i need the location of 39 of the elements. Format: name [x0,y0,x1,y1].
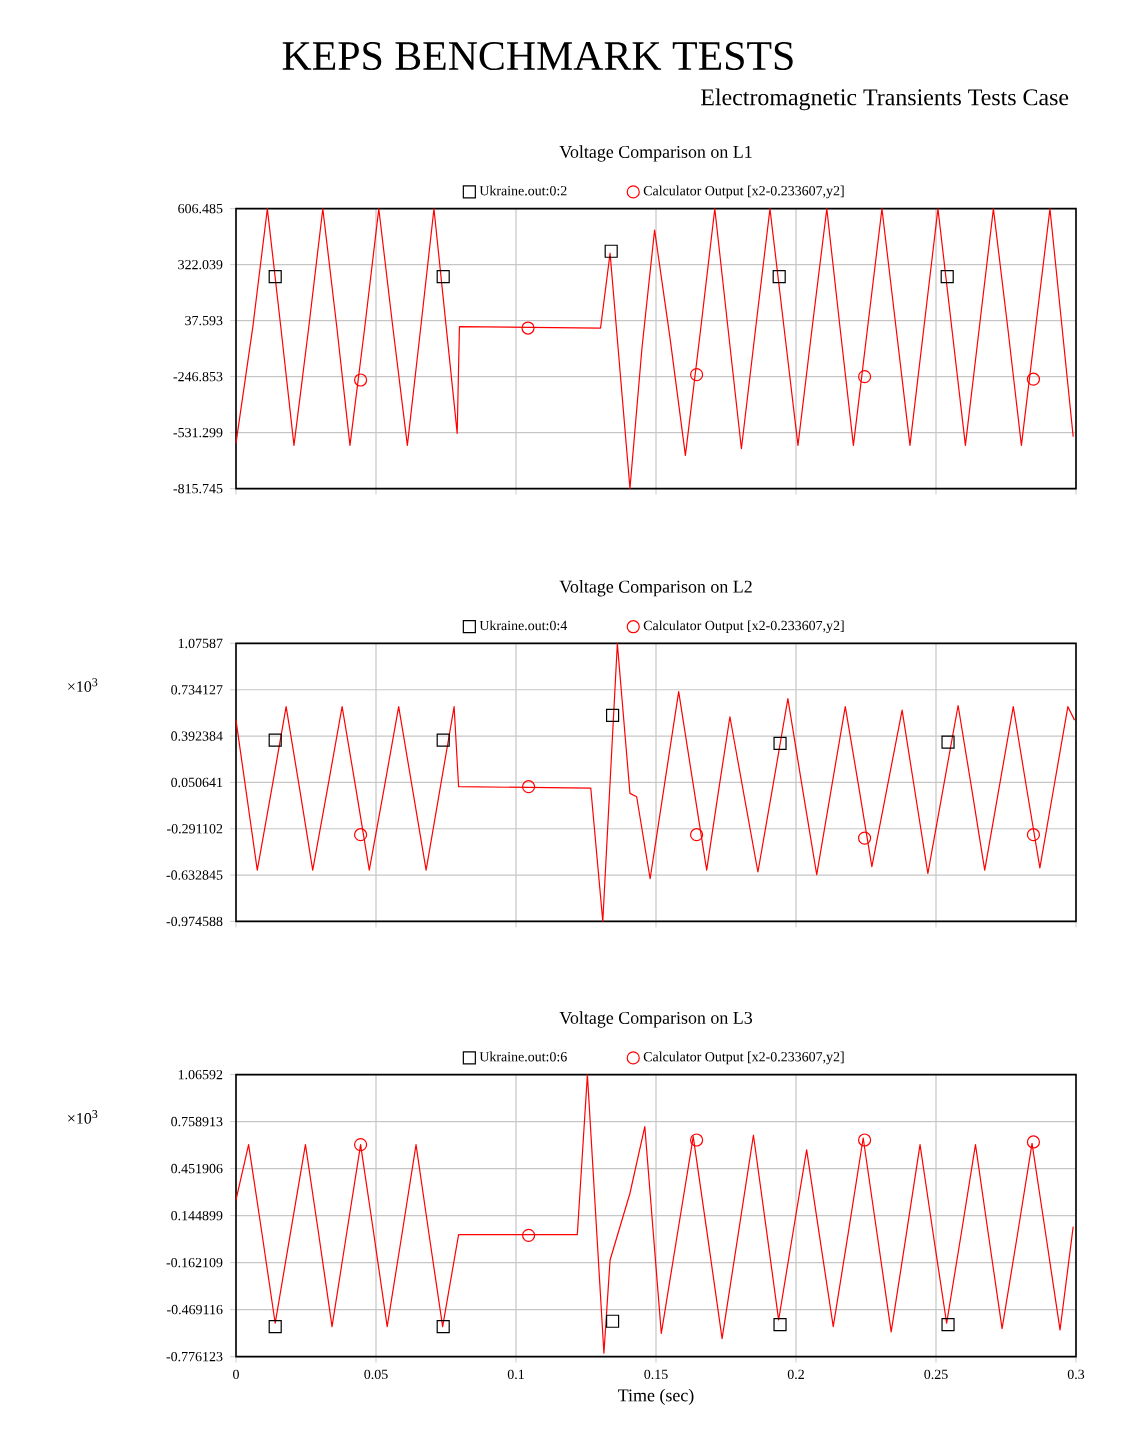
point [773,736,787,751]
point [436,1319,450,1334]
point [354,373,368,387]
point [940,270,954,284]
point [606,1314,620,1328]
point [604,244,618,258]
point [1026,828,1041,842]
point [521,321,535,335]
text: KEPS BENCHMARK TESTS [282,41,793,71]
point [606,708,620,722]
point [689,1133,704,1147]
chart-title: Voltage Comparison on L1 [559,145,752,162]
point [522,780,536,794]
point [773,1318,787,1332]
text: Electromagnetic Transients Tests Case [701,88,1069,111]
point [268,733,282,747]
x-axis-title: Time (sec) [618,1388,694,1406]
line-series [235,1074,1074,1354]
line-series [235,642,1076,922]
point [268,270,282,284]
point [857,831,872,845]
point [690,368,704,382]
point [268,1319,282,1334]
point [522,1228,536,1242]
point [941,1318,955,1332]
chart-title: Voltage Comparison on L2 [559,580,752,597]
point [689,828,704,842]
point [354,828,368,842]
line-series [235,208,1074,490]
chart-title: Voltage Comparison on L3 [559,1011,753,1028]
point [941,735,955,749]
point [857,1133,872,1147]
point [1026,1135,1041,1149]
point [1026,372,1041,386]
point [436,733,450,747]
point [436,270,450,284]
point [858,370,872,384]
point [354,1137,368,1152]
point [772,270,786,284]
